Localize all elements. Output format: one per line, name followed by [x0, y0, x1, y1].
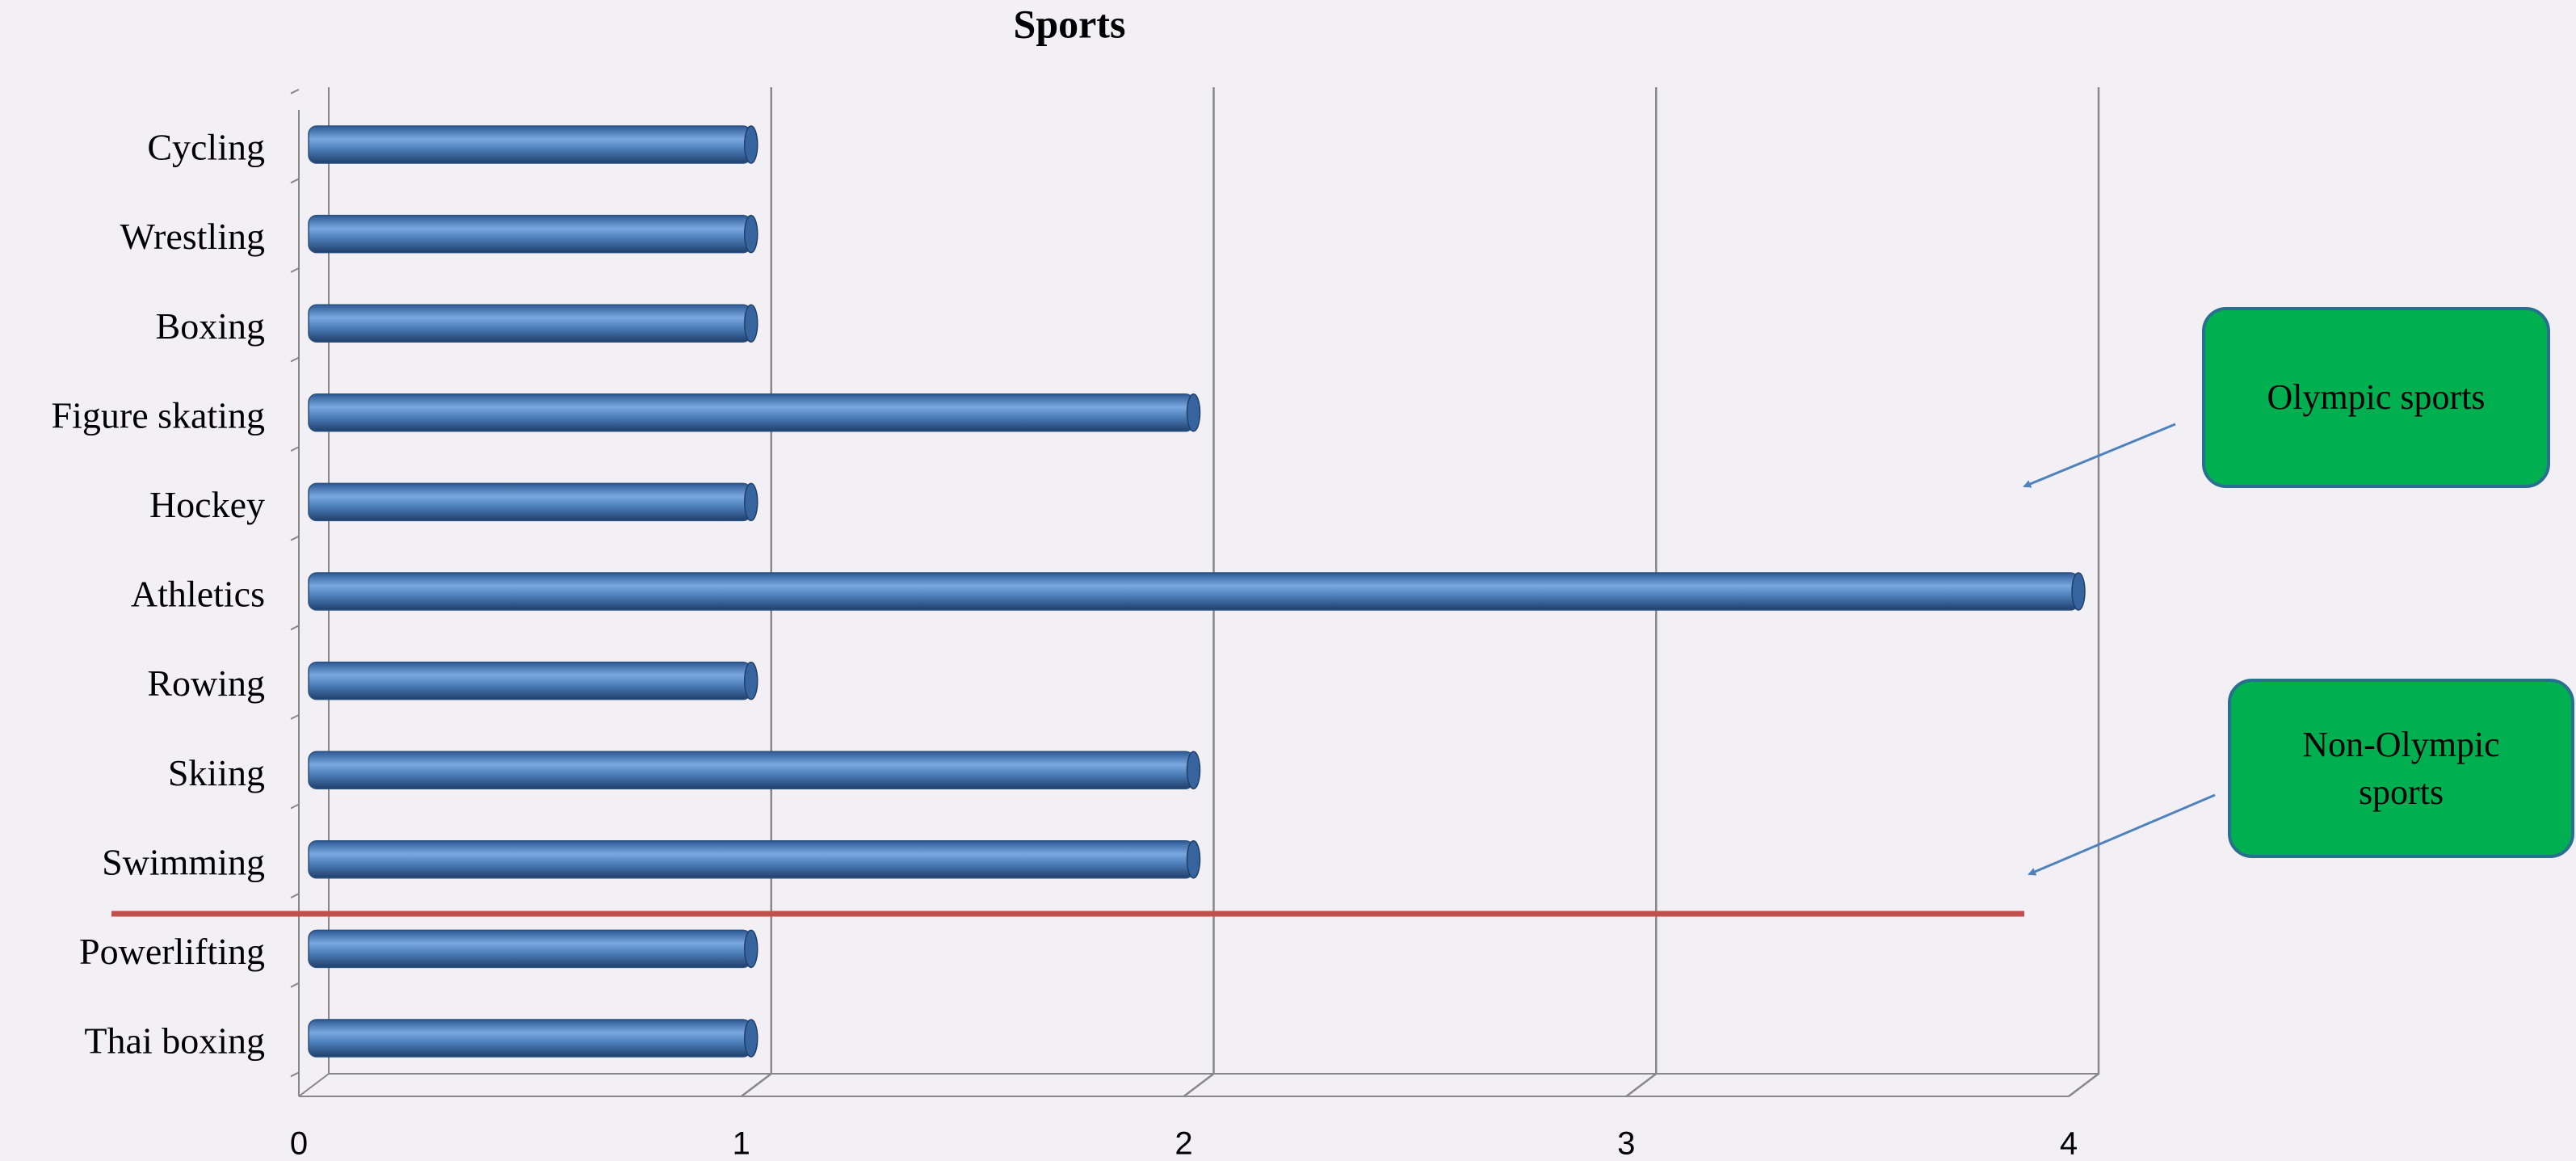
bar: [308, 661, 752, 700]
bar: [308, 929, 752, 969]
grid-line: [1625, 87, 1658, 1097]
y-tick: [290, 803, 300, 810]
y-tick: [290, 893, 300, 898]
chart-title: Sports: [1014, 1, 1126, 46]
bar-cap: [744, 661, 759, 700]
y-tick-label: Thai boxing: [84, 1020, 265, 1062]
x-tick-label: 3: [1617, 1126, 1635, 1161]
bar: [308, 1019, 752, 1058]
bar: [308, 304, 752, 343]
arrow: [2028, 793, 2216, 876]
bar-cap: [1186, 840, 1201, 879]
grid-line: [1183, 87, 1215, 1097]
y-tick: [290, 356, 300, 363]
bar: [308, 482, 752, 522]
y-tick-label: Figure skating: [52, 394, 265, 435]
bar: [308, 572, 2079, 611]
bar: [308, 393, 1195, 432]
y-tick-label: Powerlifting: [79, 931, 265, 972]
y-tick-label: Boxing: [156, 305, 265, 347]
y-tick-label: Hockey: [149, 484, 265, 525]
bar: [308, 751, 1195, 789]
y-tick: [290, 982, 300, 988]
grid-line: [2068, 87, 2100, 1097]
x-tick-label: 0: [290, 1126, 308, 1161]
x-tick-label: 4: [2060, 1126, 2078, 1161]
bar: [308, 214, 752, 254]
bar-cap: [744, 929, 759, 969]
arrow: [2023, 423, 2176, 488]
bar-cap: [2071, 572, 2086, 611]
bar-cap: [1186, 393, 1201, 432]
y-tick-label: Wrestling: [120, 216, 265, 257]
y-tick: [290, 535, 300, 541]
bar-cap: [744, 1019, 759, 1058]
annotation-box: Olympic sports: [2202, 307, 2550, 488]
y-tick: [290, 446, 300, 452]
bar: [308, 840, 1195, 879]
bar-cap: [744, 482, 759, 522]
annotation-box: Non-Olympic sports: [2228, 679, 2574, 858]
bar-cap: [744, 125, 759, 164]
y-tick-label: Skiing: [168, 752, 265, 793]
x-tick-label: 2: [1175, 1126, 1192, 1161]
y-tick: [290, 714, 300, 720]
bar-cap: [1186, 751, 1201, 789]
y-tick-label: Rowing: [147, 663, 265, 704]
y-tick: [290, 88, 300, 95]
bar-cap: [744, 304, 759, 343]
bar: [308, 125, 752, 164]
y-tick: [290, 178, 300, 184]
bar-cap: [744, 214, 759, 254]
y-tick-label: Cycling: [147, 127, 265, 168]
x-tick-label: 1: [733, 1126, 750, 1161]
y-tick: [290, 1071, 300, 1078]
y-tick: [290, 625, 300, 631]
y-tick-label: Athletics: [131, 574, 265, 615]
y-tick-label: Swimming: [102, 841, 265, 882]
y-tick: [290, 267, 300, 273]
